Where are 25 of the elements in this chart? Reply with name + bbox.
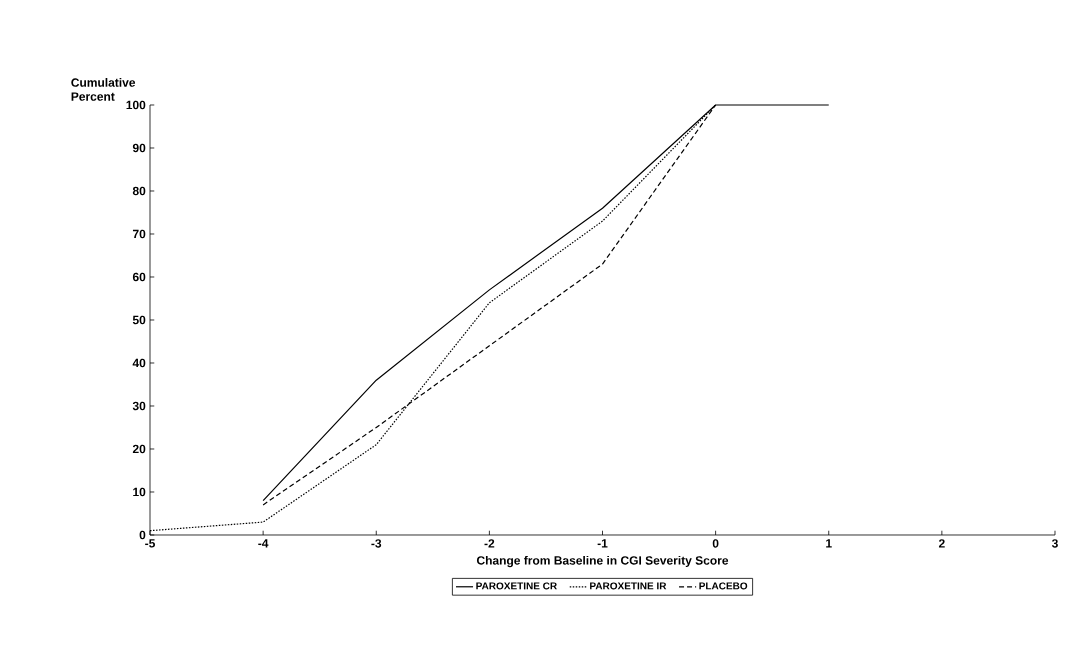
x-tick-label: 0 (712, 539, 719, 548)
legend-label: PAROXETINE CR (476, 582, 557, 590)
legend-label: PAROXETINE IR (590, 582, 667, 590)
y-tick-label: 30 (132, 401, 146, 411)
x-tick-label: -2 (484, 539, 495, 548)
legend-label: PLACEBO (699, 582, 748, 590)
x-tick-label: 1 (826, 539, 832, 548)
y-tick-label: 0 (139, 530, 146, 540)
y-tick-label: 40 (132, 358, 146, 368)
y-tick-label: 90 (132, 143, 146, 153)
x-axis-title: Change from Baseline in CGI Severity Score (476, 555, 729, 568)
y-tick-label: 70 (132, 229, 146, 239)
x-tick-label: -5 (145, 539, 156, 548)
x-tick-label: 2 (938, 539, 945, 548)
y-tick-label: 60 (132, 272, 146, 282)
y-tick-label: 20 (132, 444, 146, 454)
x-tick-label: -1 (597, 539, 608, 548)
x-tick-label: 3 (1051, 539, 1058, 548)
y-tick-label: 80 (132, 186, 146, 196)
y-tick-label: 50 (132, 315, 146, 325)
y-tick-label: 10 (133, 487, 146, 497)
x-tick-label: -4 (258, 539, 269, 548)
y-tick-label: 100 (126, 100, 146, 110)
x-tick-label: -3 (371, 539, 382, 548)
y-axis-title: Cumulative Percent (71, 77, 136, 101)
